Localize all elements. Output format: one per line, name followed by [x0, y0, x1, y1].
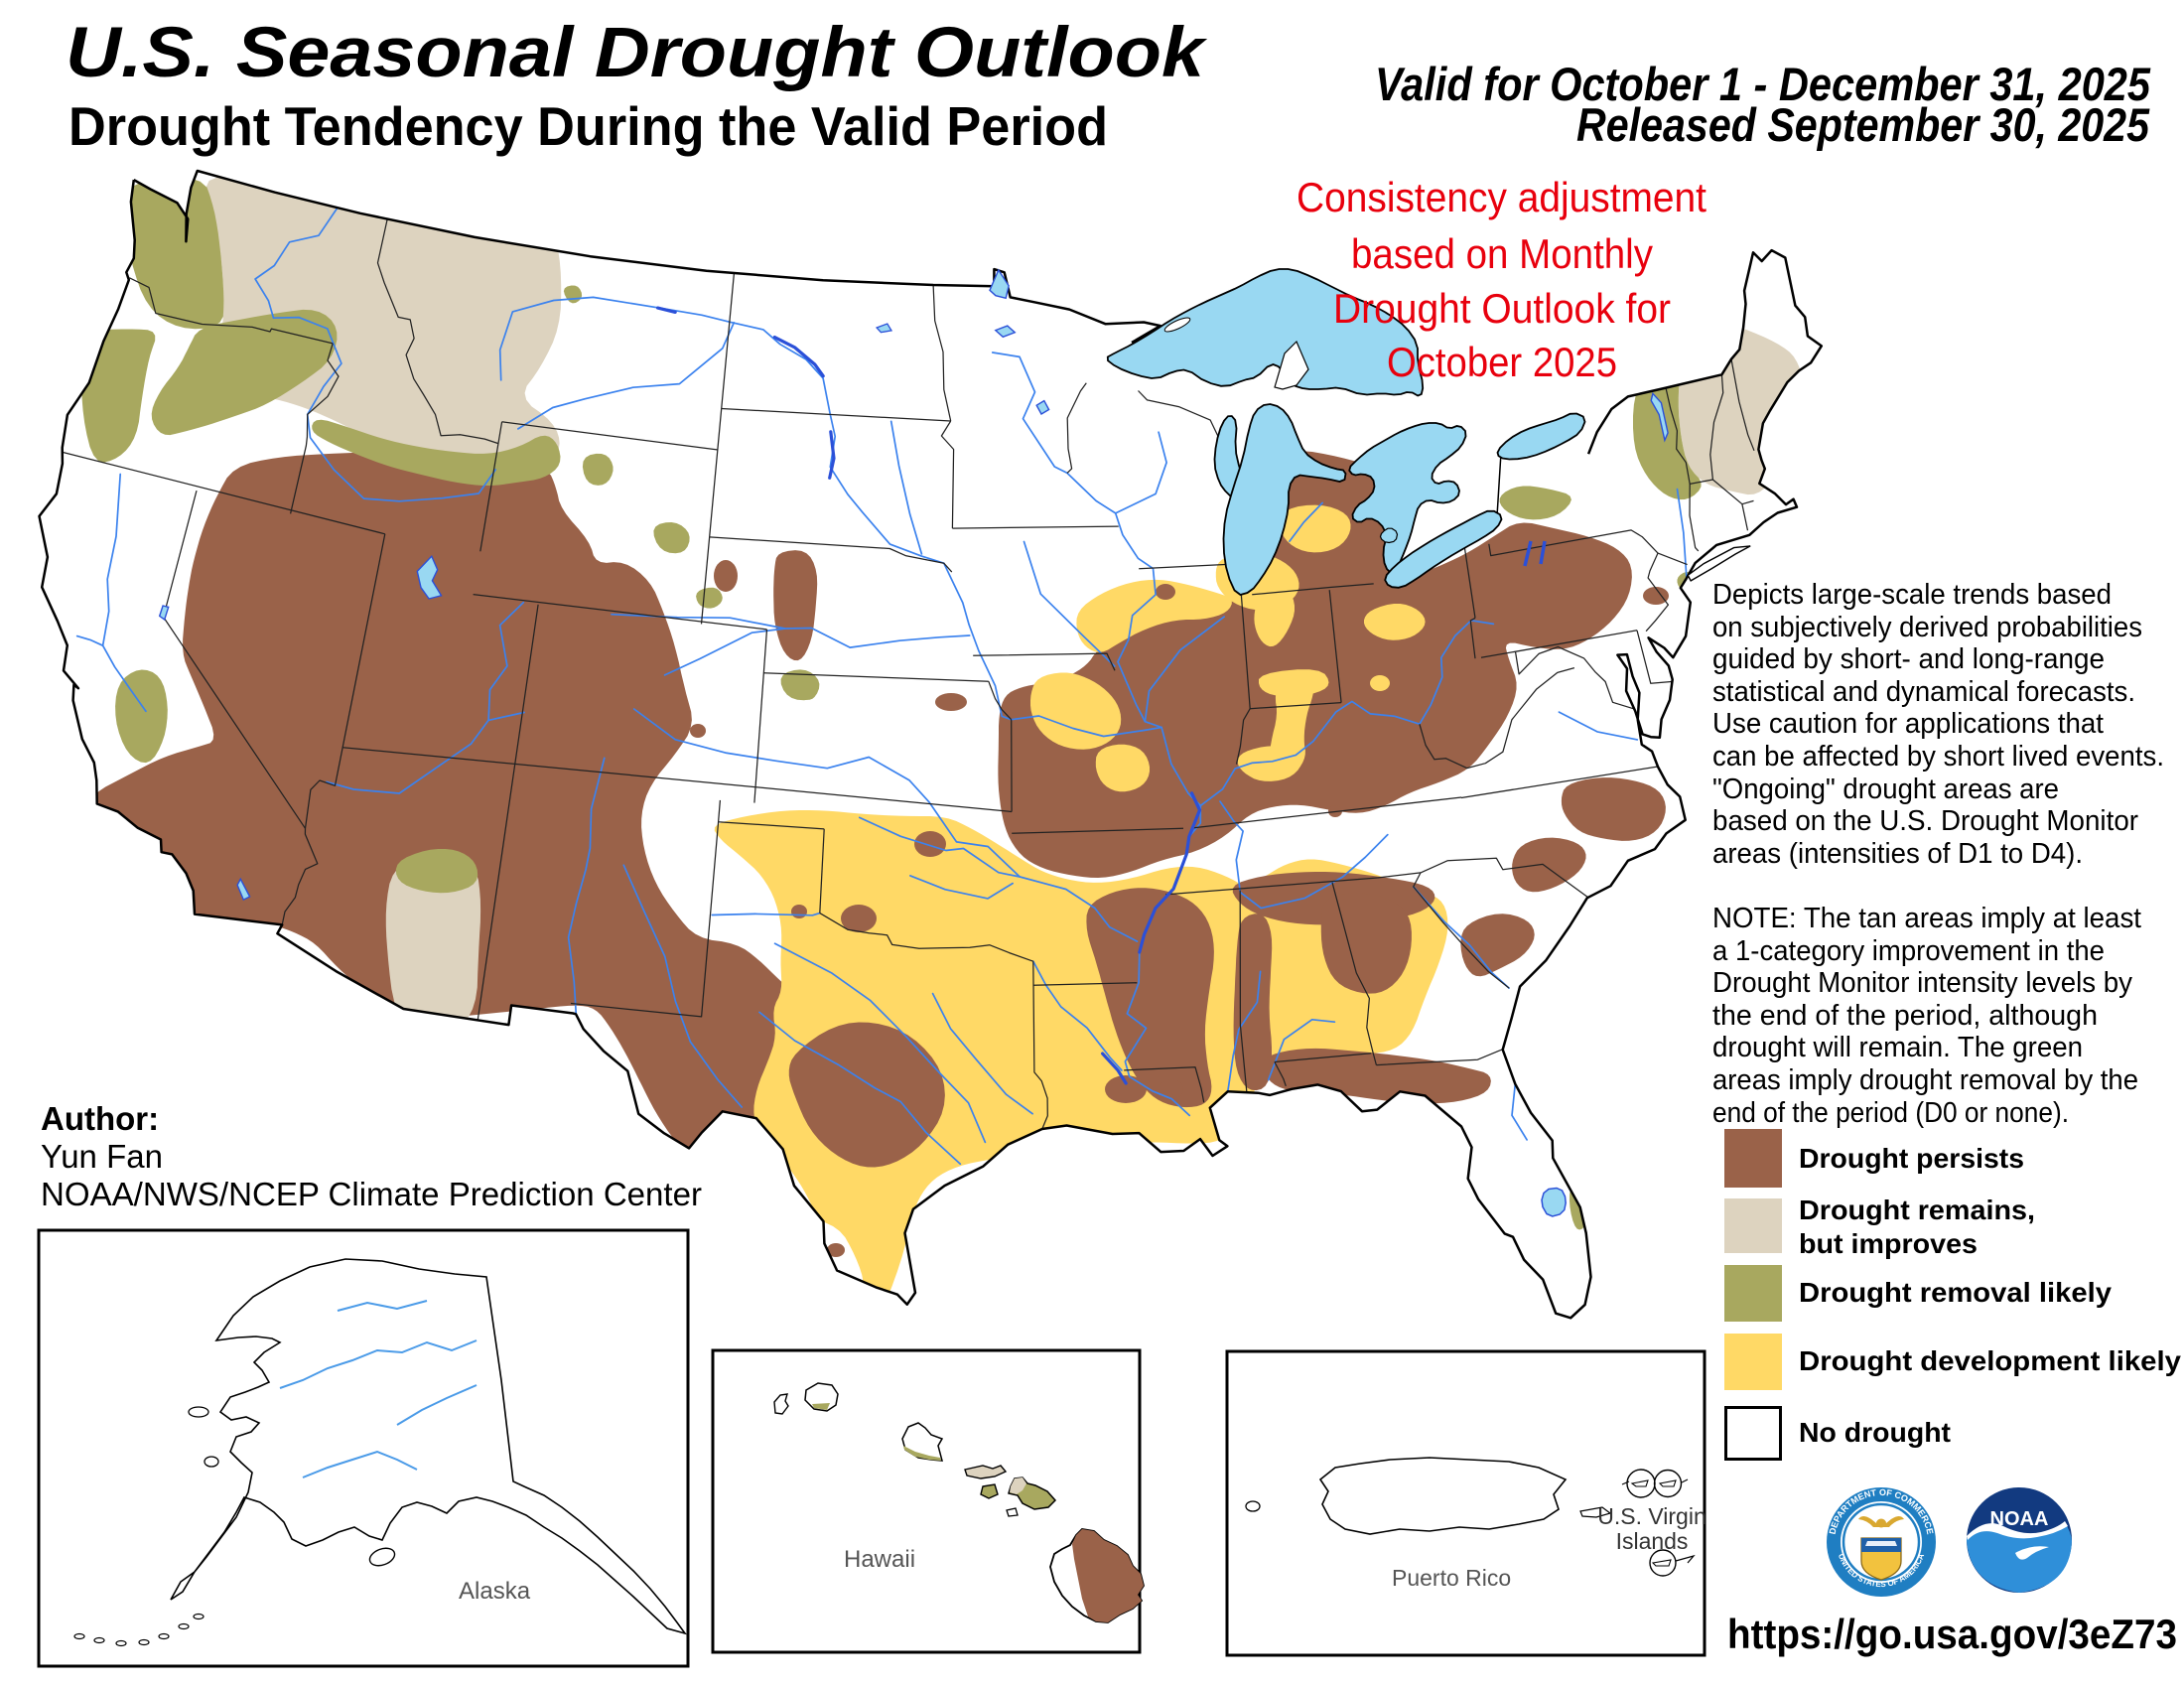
svg-text:Drought Outlook for: Drought Outlook for	[1333, 285, 1671, 332]
svg-text:areas imply drought removal by: areas imply drought removal by the	[1712, 1064, 2138, 1096]
svg-text:Depicts large-scale trends bas: Depicts large-scale trends based	[1712, 579, 2112, 611]
svg-text:based on Monthly: based on Monthly	[1351, 230, 1653, 277]
svg-text:Valid for October 1 - December: Valid for October 1 - December 31, 2025	[1375, 58, 2151, 110]
svg-text:the end of the period, althoug: the end of the period, although	[1712, 1000, 2098, 1032]
svg-text:drought will remain. The green: drought will remain. The green	[1712, 1032, 2083, 1063]
svg-text:Consistency adjustment: Consistency adjustment	[1297, 174, 1706, 220]
svg-text:on subjectively derived probab: on subjectively derived probabilities	[1712, 612, 2142, 643]
svg-text:guided by short- and long-rang: guided by short- and long-range	[1712, 643, 2105, 675]
svg-text:"Ongoing" drought areas are: "Ongoing" drought areas are	[1712, 774, 2059, 805]
svg-text:October 2025: October 2025	[1387, 339, 1617, 385]
svg-text:Released September 30, 2025: Released September 30, 2025	[1576, 98, 2150, 151]
svg-text:Yun Fan: Yun Fan	[41, 1138, 163, 1175]
svg-text:can be affected by short lived: can be affected by short lived events.	[1712, 741, 2164, 773]
svg-text:Islands: Islands	[1616, 1528, 1689, 1554]
svg-text:Hawaii: Hawaii	[844, 1546, 915, 1573]
svg-text:Alaska: Alaska	[459, 1578, 531, 1605]
svg-text:but improves: but improves	[1799, 1228, 1978, 1259]
svg-text:Drought development likely: Drought development likely	[1799, 1345, 2181, 1376]
svg-text:Drought persists: Drought persists	[1799, 1143, 2024, 1174]
svg-text:based on the U.S. Drought Moni: based on the U.S. Drought Monitor	[1712, 805, 2138, 837]
svg-text:Drought removal likely: Drought removal likely	[1799, 1277, 2112, 1308]
svg-text:Author:: Author:	[41, 1100, 159, 1137]
svg-text:Puerto Rico: Puerto Rico	[1392, 1565, 1511, 1591]
svg-text:a 1-category improvement in th: a 1-category improvement in the	[1712, 935, 2105, 967]
svg-text:NOAA: NOAA	[1990, 1508, 2049, 1530]
svg-text:Use caution for applications t: Use caution for applications that	[1712, 708, 2104, 740]
svg-text:Drought Tendency During the Va: Drought Tendency During the Valid Period	[68, 95, 1108, 157]
svg-text:statistical and dynamical fore: statistical and dynamical forecasts.	[1712, 676, 2135, 708]
svg-text:https://go.usa.gov/3eZ73: https://go.usa.gov/3eZ73	[1727, 1611, 2177, 1657]
svg-text:No drought: No drought	[1799, 1417, 1951, 1448]
svg-text:Drought remains,: Drought remains,	[1799, 1195, 2035, 1225]
svg-text:U.S. Seasonal Drought Outlook: U.S. Seasonal Drought Outlook	[66, 14, 1208, 92]
svg-text:U.S. Virgin: U.S. Virgin	[1597, 1503, 1706, 1529]
svg-text:areas (intensities of D1 to D4: areas (intensities of D1 to D4).	[1712, 838, 2083, 870]
svg-text:NOTE: The tan areas imply at l: NOTE: The tan areas imply at least	[1712, 903, 2141, 934]
svg-text:end of the period (D0 or none): end of the period (D0 or none).	[1712, 1097, 2069, 1129]
svg-text:Drought Monitor intensity leve: Drought Monitor intensity levels by	[1712, 967, 2132, 999]
svg-text:NOAA/NWS/NCEP Climate Predicti: NOAA/NWS/NCEP Climate Prediction Center	[41, 1176, 702, 1212]
